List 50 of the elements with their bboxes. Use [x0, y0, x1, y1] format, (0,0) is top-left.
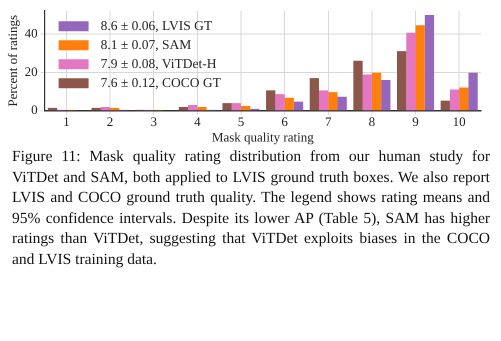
x-tick-label: 6: [281, 114, 288, 130]
bar: [92, 108, 101, 110]
bar: [197, 106, 207, 110]
caption: Figure 11: Mask quality rating distribution from our human study for ViTDet and SAM, both applied to LVIS ground truth boxes. We also report LVIS and COCO ground truth quality. The legend shows rating means and 95% confidence intervals. Despite its lower AP (Table 5), SAM has higher ratings than ViTDet, suggesting that ViTDet exploits biases in the COCO and LVIS training data.: [12, 147, 490, 270]
bar: [178, 106, 188, 110]
y-tick-label: 0: [31, 102, 38, 118]
bar: [266, 90, 276, 110]
y-tick-label: 20: [24, 64, 38, 79]
bar: [450, 89, 460, 110]
legend-label: 7.6 ± 0.12, COCO GT: [100, 74, 222, 90]
bar: [468, 72, 478, 110]
bar: [222, 103, 232, 110]
bar: [275, 94, 285, 110]
bar: [232, 103, 241, 110]
bar: [328, 92, 338, 110]
x-tick-label: 4: [194, 114, 202, 130]
bar: [424, 15, 434, 110]
bar: [284, 98, 294, 110]
bar: [353, 60, 363, 110]
legend-label: 8.1 ± 0.07, SAM: [100, 36, 192, 52]
bar: [240, 106, 250, 110]
x-tick-label: 8: [368, 114, 376, 130]
x-tick-label: 1: [63, 114, 70, 130]
bar: [440, 100, 450, 110]
bar: [381, 80, 390, 110]
bar: [416, 25, 425, 110]
bar: [396, 51, 406, 110]
legend-label: 7.9 ± 0.08, ViTDet-H: [100, 56, 217, 71]
y-axis-title: Percent of ratings: [5, 14, 20, 107]
x-tick-label: 10: [452, 114, 466, 130]
bar: [406, 32, 416, 110]
bar: [48, 108, 58, 110]
x-tick-label: 9: [412, 114, 419, 130]
x-tick-label: 2: [106, 114, 114, 130]
y-tick-label: 40: [24, 25, 38, 40]
bar: [110, 108, 120, 110]
x-tick-label: 5: [238, 114, 244, 130]
bar: [318, 90, 328, 110]
legend-label: 8.6 ± 0.06, LVIS GT: [100, 18, 213, 33]
bar: [372, 72, 382, 110]
bar: [100, 106, 110, 110]
bar: [310, 78, 319, 110]
bar: [294, 102, 304, 110]
bar: [362, 74, 372, 110]
x-tick-label: 3: [150, 114, 157, 130]
x-axis-title: Mask quality rating: [212, 130, 314, 145]
bar: [459, 88, 468, 110]
bar: [188, 105, 198, 110]
bar: [338, 96, 347, 110]
x-tick-label: 7: [325, 114, 332, 130]
